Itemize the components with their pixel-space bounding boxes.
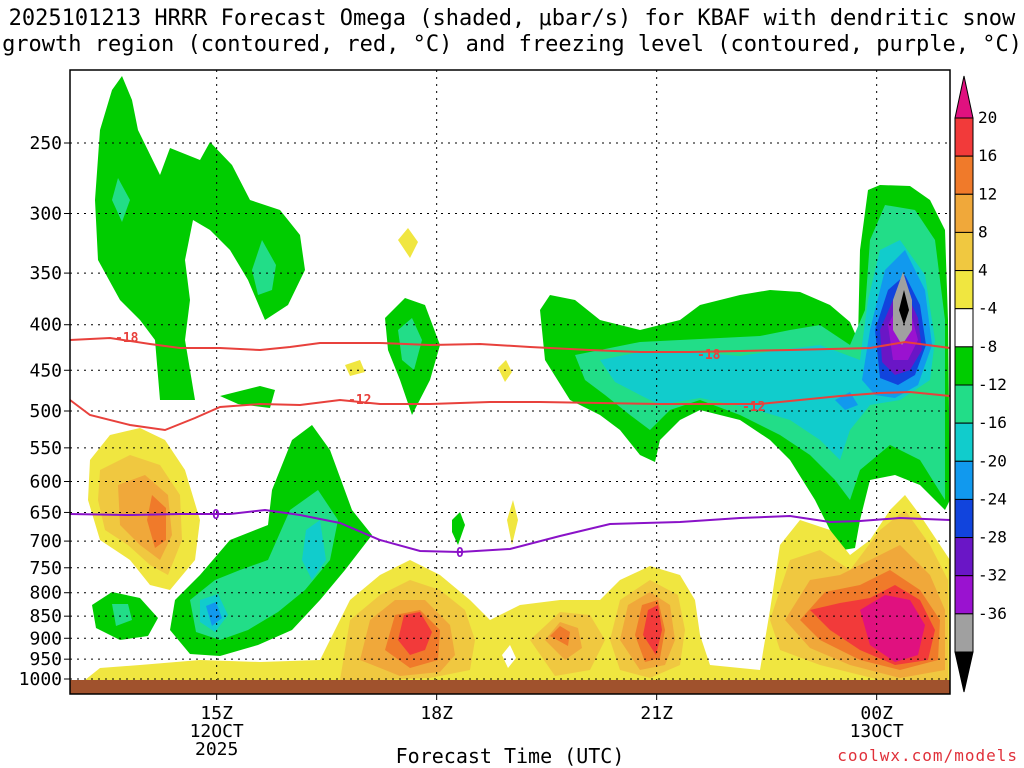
plot-frame xyxy=(69,69,951,695)
colorbar-swatch xyxy=(954,384,974,424)
colorbar-swatch xyxy=(954,117,974,157)
colorbar-top-arrow xyxy=(954,75,974,119)
colorbar-bottom-arrow xyxy=(954,651,974,693)
omega-region-lowlevel-red xyxy=(398,585,935,665)
colorbar-swatch xyxy=(954,613,974,653)
y-tick-label: 600 xyxy=(29,471,62,492)
colorbar-label: -12 xyxy=(978,375,1007,394)
colorbar-swatch xyxy=(954,193,974,233)
contour-dgz-minus12: -12 -12 xyxy=(69,390,951,432)
omega-region-blip-21z xyxy=(452,512,465,545)
contour-label-minus18-b: -18 xyxy=(697,348,721,363)
omega-region-lowlevel-amber xyxy=(340,510,948,680)
y-tick-label: 950 xyxy=(29,649,62,670)
contour-label-minus12-b: -12 xyxy=(742,400,765,415)
x-tick-label: 15Z xyxy=(200,703,233,724)
colorbar: 20 16 12 8 4 -4 -8 -12 -16 -20 -24 -28 -32 -36 xyxy=(954,75,1007,693)
y-tick-label: 400 xyxy=(29,315,62,336)
y-tick-label: 700 xyxy=(29,531,62,552)
colorbar-label: 16 xyxy=(978,146,997,165)
colorbar-swatch xyxy=(954,308,974,348)
contour-dgz-minus18: -18 -18 xyxy=(69,331,951,363)
credit-link[interactable]: coolwx.com/models xyxy=(837,746,1018,765)
y-axis: 2503003504004505005506006507007508008509… xyxy=(19,133,70,690)
omega-region-lowlevel-darkorange xyxy=(385,570,940,670)
colorbar-label: 12 xyxy=(978,184,997,203)
colorbar-swatch xyxy=(954,231,974,272)
ground-terrain xyxy=(70,680,950,694)
colorbar-swatch xyxy=(954,575,974,615)
x-axis: 15Z12OCT202518Z21Z00Z13OCT03Z06Z xyxy=(190,694,904,760)
y-tick-label: 850 xyxy=(29,606,62,627)
colorbar-swatch xyxy=(954,270,974,310)
colorbar-label: -4 xyxy=(978,299,997,318)
y-tick-label: 300 xyxy=(29,203,62,224)
colorbar-label: 8 xyxy=(978,222,988,241)
omega-region-sinking-15z-hot xyxy=(147,495,166,548)
title-line-1: 2025101213 HRRR Forecast Omega (shaded, … xyxy=(8,6,1016,31)
colorbar-label: -28 xyxy=(978,528,1007,547)
omega-region-17z-core xyxy=(252,240,276,295)
colorbar-label: -20 xyxy=(978,451,1007,470)
y-tick-label: 450 xyxy=(29,360,62,381)
y-tick-label: 250 xyxy=(29,133,62,154)
colorbar-label: -24 xyxy=(978,489,1007,508)
omega-region-upper-left xyxy=(95,76,305,400)
contour-freezing-level: 0 0 xyxy=(69,508,951,561)
y-tick-label: 650 xyxy=(29,502,62,523)
y-tick-label: 350 xyxy=(29,263,62,284)
omega-region-lowlevel-white xyxy=(430,645,540,694)
x-tick-date: 13OCT xyxy=(850,721,904,742)
colorbar-label: -32 xyxy=(978,566,1007,585)
contour-label-minus18-a: -18 xyxy=(115,331,139,346)
colorbar-swatch xyxy=(954,422,974,462)
y-tick-label: 800 xyxy=(29,583,62,604)
omega-region-lowlevel-blue xyxy=(206,602,222,626)
contour-label-freezing-a: 0 xyxy=(212,508,220,523)
colorbar-swatch xyxy=(954,155,974,195)
colorbar-label: -36 xyxy=(978,604,1007,623)
omega-region-upper-right-black xyxy=(899,290,909,325)
colorbar-swatch xyxy=(954,346,974,386)
colorbar-label: 20 xyxy=(978,108,997,127)
omega-region-small-17z xyxy=(220,386,275,408)
y-tick-label: 750 xyxy=(29,558,62,579)
x-tick-label: 18Z xyxy=(420,703,453,724)
chart-title: 2025101213 HRRR Forecast Omega (shaded, … xyxy=(0,6,1024,58)
colorbar-label: 4 xyxy=(978,261,988,280)
colorbar-swatch xyxy=(954,498,974,539)
omega-region-15z-low-core xyxy=(112,604,132,626)
y-tick-label: 1000 xyxy=(19,669,62,690)
colorbar-label: -16 xyxy=(978,413,1007,432)
x-tick-label: 00Z xyxy=(860,703,893,724)
x-tick-year: 2025 xyxy=(195,739,238,760)
omega-region-lowlevel-core xyxy=(190,490,338,640)
contour-label-freezing-b: 0 xyxy=(456,546,464,561)
colorbar-label: -8 xyxy=(978,337,997,356)
gridlines xyxy=(70,70,950,694)
title-line-2: growth region (contoured, red, °C) and f… xyxy=(2,32,1022,57)
colorbar-swatch xyxy=(954,460,974,500)
y-tick-label: 550 xyxy=(29,438,62,459)
contour-label-minus12-a: -12 xyxy=(348,393,371,408)
x-axis-label: Forecast Time (UTC) xyxy=(395,744,625,768)
x-tick-label: 21Z xyxy=(640,703,673,724)
y-tick-label: 500 xyxy=(29,401,62,422)
y-tick-label: 900 xyxy=(29,628,62,649)
omega-region-upper-left-core xyxy=(112,178,130,222)
x-tick-date: 12OCT xyxy=(190,721,244,742)
colorbar-swatch xyxy=(954,537,974,577)
